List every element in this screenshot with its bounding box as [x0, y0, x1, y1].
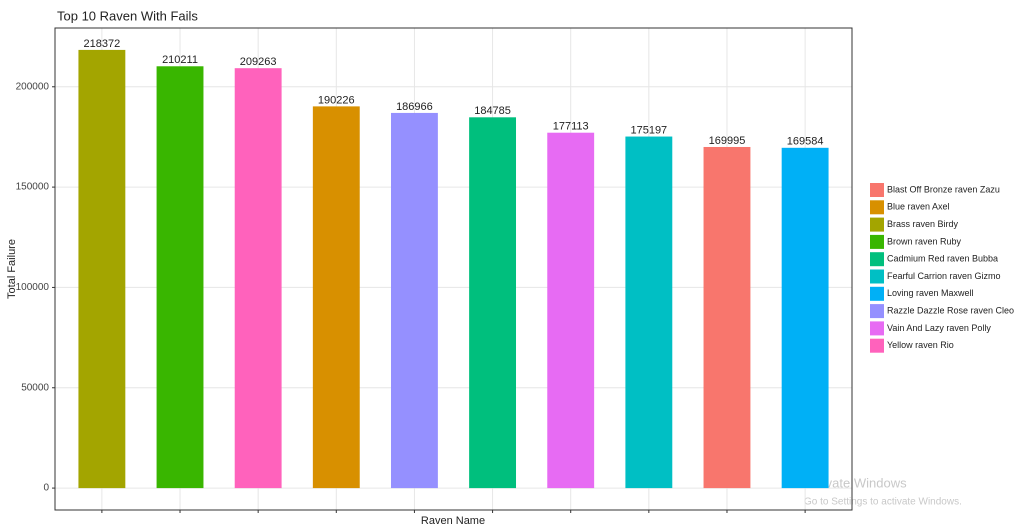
y-tick-label: 200000 [16, 81, 50, 92]
y-tick-label: 50000 [21, 382, 49, 393]
bar [469, 117, 517, 489]
chart-title: Top 10 Raven With Fails [57, 8, 198, 23]
value-label: 209263 [240, 56, 277, 68]
legend-label: Brown raven Ruby [887, 236, 962, 246]
bar [625, 136, 673, 489]
value-label: 175197 [630, 124, 667, 136]
legend-label: Vain And Lazy raven Polly [887, 323, 991, 333]
bar [78, 49, 126, 489]
watermark-subtitle: Go to Settings to activate Windows. [804, 497, 962, 508]
value-label: 169584 [787, 136, 824, 148]
value-label: 210211 [162, 54, 198, 66]
legend-label: Fearful Carrion raven Gizmo [887, 271, 1001, 281]
legend-key [870, 338, 884, 353]
legend-label: Cadmium Red raven Bubba [887, 254, 998, 264]
legend-key [870, 183, 884, 197]
bar [156, 66, 204, 489]
watermark-title: Activate Windows [804, 475, 907, 490]
legend-label: Blue raven Axel [887, 202, 950, 212]
legend-label: Yellow raven Rio [887, 340, 954, 350]
y-tick-label: 150000 [16, 182, 50, 193]
legend-label: Blast Off Bronze raven Zazu [887, 184, 1000, 194]
legend-key [870, 269, 884, 284]
value-label: 186966 [396, 101, 433, 113]
y-tick-label: 0 [43, 483, 49, 494]
bar [312, 106, 360, 489]
legend-key [870, 304, 884, 319]
bar [703, 146, 751, 489]
value-label: 190226 [318, 94, 355, 106]
x-axis-title: Raven Name [421, 515, 485, 527]
value-label: 184785 [474, 105, 511, 117]
y-axis-title: Total Failure [6, 239, 18, 299]
bar [390, 112, 438, 489]
legend-label: Razzle Dazzle Rose raven Cleo [887, 305, 1014, 315]
legend-key [870, 286, 884, 301]
bar [234, 68, 282, 489]
value-label: 177113 [553, 121, 589, 133]
legend-key [870, 200, 884, 215]
legend-key [870, 217, 884, 232]
legend-key [870, 252, 884, 267]
legend-key [870, 321, 884, 336]
plot-border [54, 27, 853, 511]
legend-label: Loving raven Maxwell [887, 288, 974, 298]
bar [781, 147, 829, 489]
y-tick-label: 100000 [16, 282, 50, 293]
value-label: 169995 [709, 135, 746, 147]
bar [547, 132, 595, 489]
legend-label: Brass raven Birdy [887, 219, 959, 229]
legend-key [870, 234, 884, 249]
value-label: 218372 [84, 38, 121, 50]
